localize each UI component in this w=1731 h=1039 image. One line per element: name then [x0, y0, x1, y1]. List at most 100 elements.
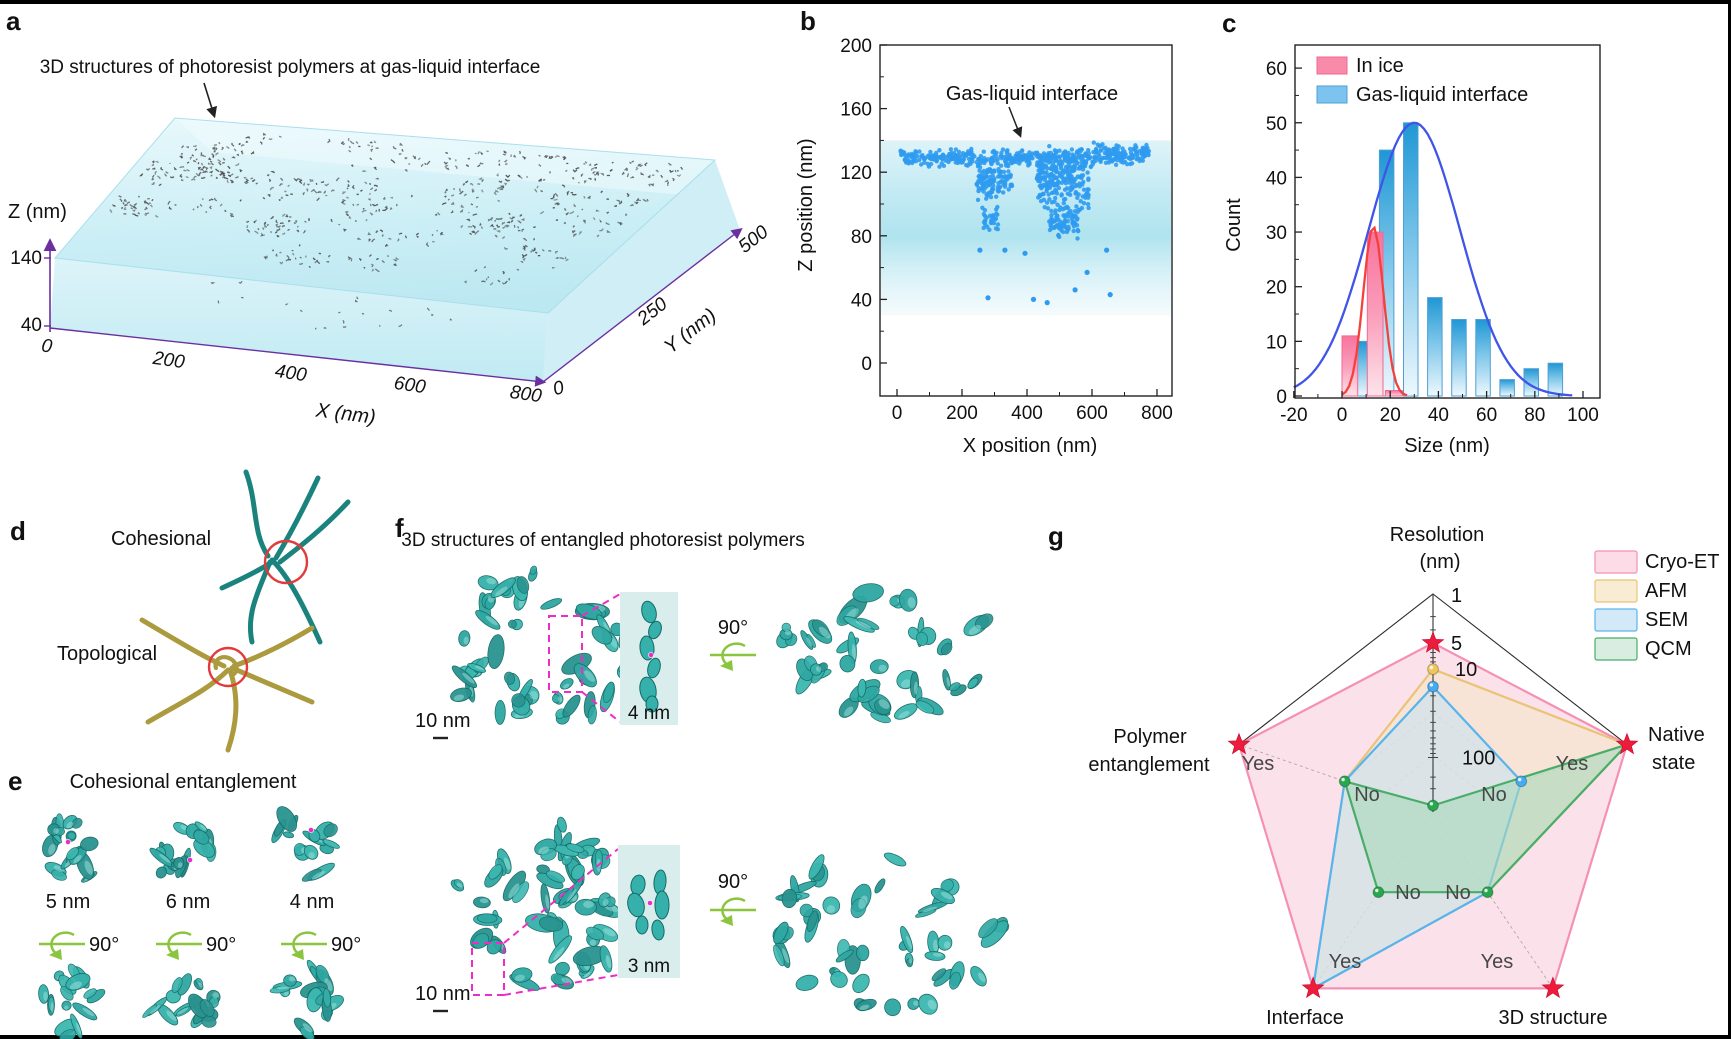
rotation-label-bottom: 90° — [718, 871, 748, 893]
z-tick: 40 — [21, 315, 42, 336]
c-x-tick: -20 — [1280, 405, 1307, 426]
b-y-tick: 0 — [861, 354, 872, 375]
entanglement-point — [65, 839, 71, 845]
c-y-tick: 0 — [1276, 387, 1287, 408]
radar-axis-interface: Interface — [1266, 1007, 1344, 1029]
panel-f: f 3D structures of entangled photoresist… — [395, 513, 1010, 1017]
marker-dot-afm — [1427, 663, 1439, 676]
panel-e: 5 nm 6 nm 4 nm 90° 90° 90° e Cohesional entan… — [8, 766, 361, 1039]
value-label-yes: Yes — [1481, 951, 1514, 973]
cohesional-label: Cohesional — [111, 528, 211, 550]
panel-c-letter: c — [1222, 8, 1236, 38]
c-x-tick: 100 — [1567, 405, 1599, 426]
cohesional-strands-illustration — [219, 469, 351, 645]
radar-axis-native-1: Native — [1648, 724, 1705, 746]
c-y-tick: 30 — [1266, 223, 1287, 244]
cohesional-highlight-circle — [263, 539, 309, 585]
value-label-no: No — [1354, 784, 1380, 806]
resolution-tick: 100 — [1462, 748, 1495, 770]
b-y-tick: 80 — [851, 227, 872, 248]
inset-scale-top: 4 nm — [628, 703, 670, 724]
panel-d-letter: d — [10, 516, 26, 546]
rotate-90-icon — [156, 931, 202, 960]
resolution-tick: 10 — [1455, 659, 1477, 681]
size-label: 4 nm — [290, 891, 334, 913]
radar-axis-polymer-1: Polymer — [1113, 726, 1187, 748]
b-x-tick: 600 — [1076, 403, 1108, 424]
entanglement-point — [308, 827, 314, 833]
polymer-structures-art — [450, 565, 1010, 1017]
inset-bottom — [618, 845, 680, 978]
rotate-90-icon — [39, 931, 85, 960]
c-y-tick: 20 — [1266, 278, 1287, 299]
c-x-tick: 40 — [1428, 405, 1449, 426]
marker-star-cryo-et — [1421, 630, 1445, 653]
value-label-yes: Yes — [1556, 753, 1589, 775]
panel-f-letter: f — [395, 513, 404, 543]
zoom-connector — [581, 691, 621, 723]
b-x-tick: 800 — [1141, 403, 1173, 424]
value-label-no: No — [1395, 882, 1421, 904]
radar-legend-label: QCM — [1645, 638, 1692, 660]
b-x-tick: 400 — [1011, 403, 1043, 424]
rotation-label: 90° — [331, 934, 361, 956]
bottom-border — [0, 1035, 1731, 1039]
z-tick: 140 — [10, 248, 42, 269]
c-x-tick: 20 — [1380, 405, 1401, 426]
size-label: 5 nm — [46, 891, 90, 913]
x-tick: 600 — [393, 373, 428, 398]
marker-star-cryo-et — [1301, 976, 1325, 999]
marker-star-cryo-et — [1615, 732, 1639, 755]
marker-star-cryo-et — [1541, 976, 1565, 999]
c-y-axis-label: Count — [1223, 198, 1245, 252]
topological-highlight-circle — [207, 646, 249, 688]
radar-axis-resolution-2: (nm) — [1419, 551, 1460, 573]
x-tick: 400 — [274, 361, 309, 386]
fit-curve — [1341, 225, 1408, 397]
resolution-tick: 1 — [1451, 585, 1462, 607]
radar-legend-label: AFM — [1645, 580, 1687, 602]
panel-g-letter: g — [1048, 521, 1064, 551]
panel-a-title: 3D structures of photoresist polymers at… — [40, 57, 541, 78]
marker-dot-qcm — [1372, 886, 1385, 899]
scalebar-label-top: 10 nm — [415, 710, 471, 732]
right-border — [1728, 0, 1731, 1039]
legend-swatch — [1316, 56, 1348, 75]
radar-legend-label: SEM — [1645, 609, 1688, 631]
panel-e-title: Cohesional entanglement — [70, 771, 297, 793]
radar-axis-native-2: state — [1652, 752, 1695, 774]
marker-dot-qcm — [1481, 886, 1494, 899]
topological-strands-illustration — [139, 617, 315, 753]
interface-annotation: Gas-liquid interface — [946, 83, 1118, 105]
entanglement-point — [647, 900, 653, 906]
panel-a-letter: a — [6, 6, 21, 36]
zoom-connector — [503, 974, 619, 996]
marker-dot-sem — [1515, 775, 1528, 788]
b-y-tick: 160 — [840, 100, 872, 121]
b-x-tick: 200 — [946, 403, 978, 424]
rotation-label: 90° — [206, 934, 236, 956]
entanglement-point — [648, 652, 654, 658]
rotate-90-icon — [710, 897, 756, 926]
zoom-connector — [503, 848, 619, 944]
histogram-bars — [1341, 122, 1564, 397]
entanglement-point — [187, 857, 193, 863]
x-tick: 200 — [151, 348, 187, 373]
fit-curve — [1293, 121, 1573, 397]
marker-dot-qcm — [1427, 799, 1439, 812]
radar-axis-3d: 3D structure — [1499, 1007, 1608, 1029]
zoom-connector — [581, 593, 621, 617]
panel-d: d Cohesional Topological — [10, 469, 351, 753]
c-y-tick: 40 — [1266, 168, 1287, 189]
z-axis-label: Z (nm) — [8, 201, 67, 223]
rotate-90-icon — [281, 931, 327, 960]
marker-star-cryo-et — [1227, 732, 1251, 755]
b-y-tick: 200 — [840, 36, 872, 57]
entanglement-art: 5 nm 6 nm 4 nm 90° 90° 90° — [38, 806, 361, 1039]
value-label-yes: Yes — [1329, 951, 1362, 973]
top-border — [0, 0, 1731, 4]
value-label-no: No — [1481, 784, 1507, 806]
